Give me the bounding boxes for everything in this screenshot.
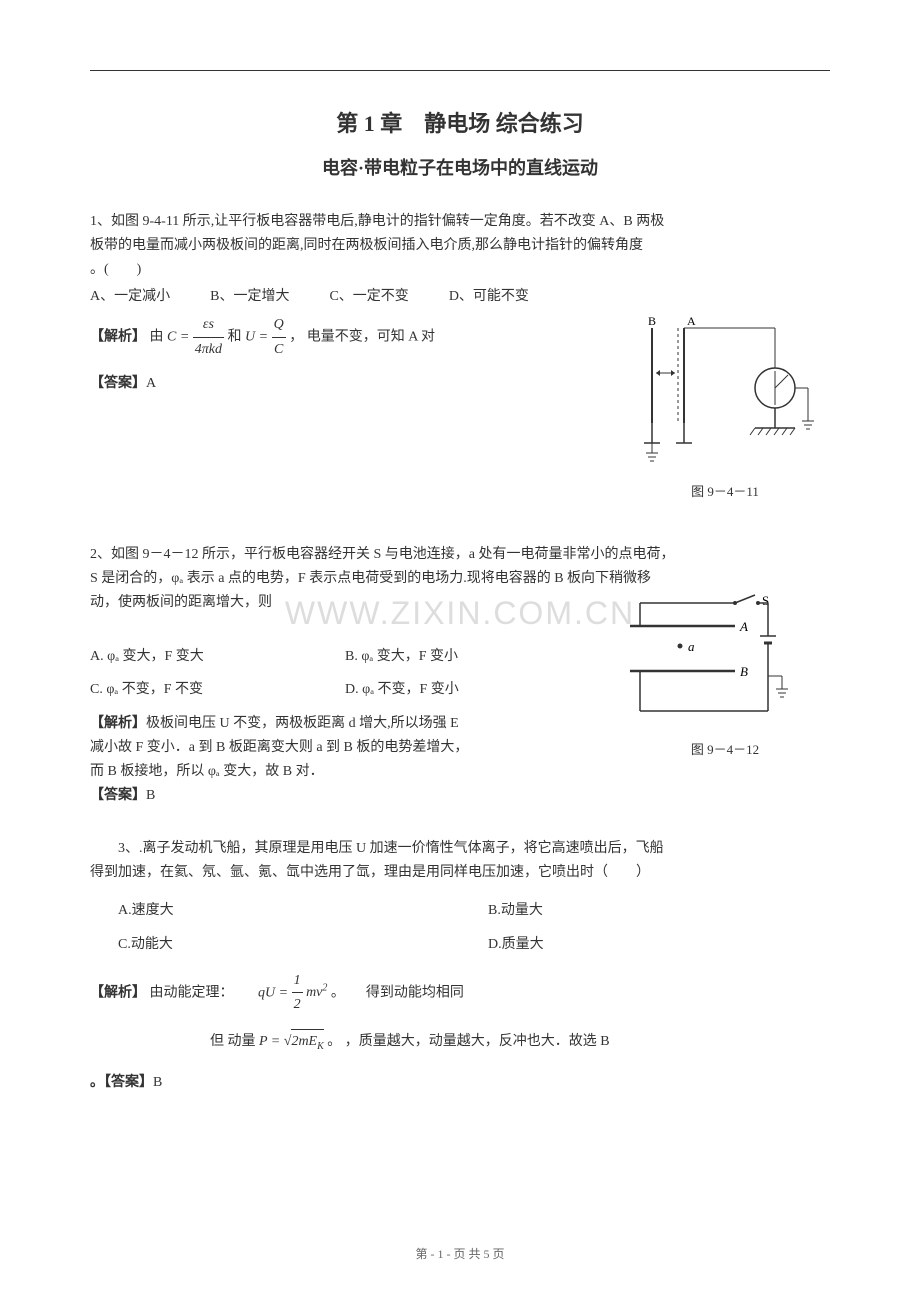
q3-options-row1: A.速度大 B.动量大 xyxy=(90,899,830,923)
solution-label: 【解析】 xyxy=(90,716,146,731)
frac-u-num: Q xyxy=(272,313,286,338)
frac-half-den: 2 xyxy=(292,993,303,1017)
q1-answer: A xyxy=(146,376,156,391)
answer-label: 【答案】 xyxy=(90,788,146,803)
frac-c-num: εs xyxy=(193,313,224,338)
formula-c: C = xyxy=(167,330,189,345)
q1-solution-suffix: ， 电量不变，可知 A 对 xyxy=(289,330,435,345)
q2-options-row2: C. φₐ 不变，F 不变 D. φₐ 不变，F 变小 xyxy=(90,678,600,702)
formula-p: P = xyxy=(259,1034,280,1049)
q1-figure: B A xyxy=(620,313,830,503)
formula-mv2: mv2 xyxy=(306,985,327,1000)
svg-text:A: A xyxy=(687,314,696,328)
q1-figure-caption: 图 9－4－11 xyxy=(620,481,830,503)
solution-label: 【解析】 xyxy=(90,985,146,1000)
q1-line1: 1、如图 9-4-11 所示,让平行板电容器带电后,静电计的指针偏转一定角度。若… xyxy=(90,210,830,234)
q2-figure: S A a B xyxy=(620,591,830,761)
frac-c-den: 4πkd xyxy=(193,338,224,362)
content: 第 1 章 静电场 综合练习 电容·带电粒子在电场中的直线运动 1、如图 9-4… xyxy=(90,70,830,1095)
q2-sol3: 而 B 板接地，所以 φₐ 变大，故 B 对． xyxy=(90,760,600,784)
q3-opt-a: A.速度大 xyxy=(90,899,460,923)
q1-and: 和 xyxy=(228,330,246,345)
top-rule xyxy=(90,70,830,71)
frac-u: Q C xyxy=(272,313,286,362)
q2-body-row: 动，使两板间的距离增大，则 A. φₐ 变大，F 变大 B. φₐ 变大，F 变… xyxy=(90,591,830,784)
q1-solution-prefix: 由 xyxy=(150,330,164,345)
q2-opt-d: D. φₐ 不变，F 变小 xyxy=(345,678,600,702)
svg-text:A: A xyxy=(739,619,748,634)
q1-opt-d: D、可能不变 xyxy=(449,285,529,309)
q2-sol1: 极板间电压 U 不变，两极板距离 d 增大,所以场强 E xyxy=(146,716,459,731)
answer-label: 。【答案】 xyxy=(90,1075,153,1090)
svg-text:a: a xyxy=(688,639,695,654)
q3-opt-d: D.质量大 xyxy=(460,933,830,957)
question-3: 3、.离子发动机飞船，其原理是用电压 U 加速一价惰性气体离子，将它高速喷出后，… xyxy=(90,837,830,1094)
q3-sol2-prefix: 但 动量 xyxy=(210,1034,259,1049)
capacitor-electrometer-icon: B A xyxy=(620,313,820,473)
title-main: 第 1 章 静电场 综合练习 xyxy=(90,106,830,138)
question-2: 2、如图 9－4－12 所示，平行板电容器经开关 S 与电池连接，a 处有一电荷… xyxy=(90,543,830,807)
q3-sol2-suffix: 。 ，质量越大，动量越大，反冲也大．故选 B xyxy=(327,1034,609,1049)
q1-opt-a: A、一定减小 xyxy=(90,285,170,309)
frac-u-den: C xyxy=(272,338,286,362)
title-sub: 电容·带电粒子在电场中的直线运动 xyxy=(90,154,830,180)
q1-opt-c: C、一定不变 xyxy=(329,285,408,309)
spacer xyxy=(90,513,830,543)
q2-line1: 2、如图 9－4－12 所示，平行板电容器经开关 S 与电池连接，a 处有一电荷… xyxy=(90,543,830,567)
q1-opt-b: B、一定增大 xyxy=(210,285,289,309)
q1-solution-text: 【解析】 由 C = εs 4πkd 和 U = Q C ， 电量不变，可知 A… xyxy=(90,313,600,395)
page-footer: 第 - 1 - 页 共 5 页 xyxy=(0,1245,920,1262)
frac-half-num: 1 xyxy=(292,969,303,994)
svg-text:B: B xyxy=(740,664,748,679)
q2-opt-a: A. φₐ 变大，F 变大 xyxy=(90,645,345,669)
q3-solution-prefix: 由动能定理： xyxy=(150,985,255,1000)
q2-line2: S 是闭合的，φₐ 表示 a 点的电势，F 表示点电荷受到的电场力.现将电容器的… xyxy=(90,567,830,591)
svg-text:B: B xyxy=(648,314,656,328)
q2-sol2: 减小故 F 变小．a 到 B 板距离变大则 a 到 B 板的电势差增大， xyxy=(90,736,600,760)
frac-c: εs 4πkd xyxy=(193,313,224,362)
capacitor-battery-icon: S A a B xyxy=(620,591,790,731)
sqrt-expr: 2mEK xyxy=(291,1029,323,1055)
q3-answer: B xyxy=(153,1075,162,1090)
q2-figure-caption: 图 9－4－12 xyxy=(620,739,830,761)
frac-half: 1 2 xyxy=(292,969,303,1018)
q2-answer: B xyxy=(146,788,155,803)
formula-qu: qU = xyxy=(258,985,288,1000)
q2-opt-c: C. φₐ 不变，F 不变 xyxy=(90,678,345,702)
q2-text: 动，使两板间的距离增大，则 A. φₐ 变大，F 变大 B. φₐ 变大，F 变… xyxy=(90,591,600,784)
q3-line1: 3、.离子发动机飞船，其原理是用电压 U 加速一价惰性气体离子，将它高速喷出后，… xyxy=(90,837,830,861)
question-1: 1、如图 9-4-11 所示,让平行板电容器带电后,静电计的指针偏转一定角度。若… xyxy=(90,210,830,503)
q3-options-row2: C.动能大 D.质量大 xyxy=(90,933,830,957)
q2-opt-b: B. φₐ 变大，F 变小 xyxy=(345,645,600,669)
q3-line2: 得到加速，在氦、氖、氩、氪、氙中选用了氙，理由是用同样电压加速，它喷出时（ ） xyxy=(90,861,830,885)
q3-opt-c: C.动能大 xyxy=(90,933,460,957)
q1-options: A、一定减小 B、一定增大 C、一定不变 D、可能不变 xyxy=(90,285,830,309)
solution-label: 【解析】 xyxy=(90,330,146,345)
q1-solution-row: 【解析】 由 C = εs 4πkd 和 U = Q C ， 电量不变，可知 A… xyxy=(90,313,830,503)
q2-options-row1: A. φₐ 变大，F 变大 B. φₐ 变大，F 变小 xyxy=(90,645,600,669)
q1-line2: 板带的电量而减小两极板间的距离,同时在两极板间插入电介质,那么静电计指针的偏转角… xyxy=(90,234,830,258)
formula-u: U = xyxy=(245,330,268,345)
q2-line3: 动，使两板间的距离增大，则 xyxy=(90,591,600,615)
q3-opt-b: B.动量大 xyxy=(460,899,830,923)
answer-label: 【答案】 xyxy=(90,376,146,391)
q1-line3: 。( ) xyxy=(90,258,830,282)
q3-solution-mid: 。 得到动能均相同 xyxy=(331,985,464,1000)
